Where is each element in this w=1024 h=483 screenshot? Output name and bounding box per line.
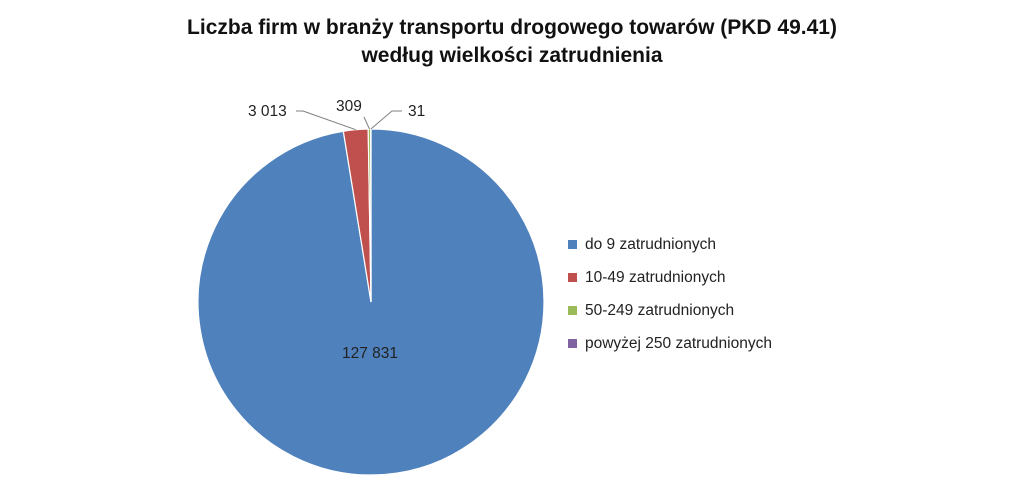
leader-line-3 [370, 110, 402, 130]
legend-item-1: 10-49 zatrudnionych [568, 261, 772, 294]
legend-swatch-0 [568, 240, 577, 249]
leader-line-2 [363, 116, 370, 130]
legend-item-3: powyżej 250 zatrudnionych [568, 327, 772, 360]
data-label-1: 3 013 [248, 103, 287, 120]
leader-lines [296, 110, 402, 131]
data-labels: 127 831 3 013 309 31 [248, 98, 425, 362]
data-label-3: 31 [408, 103, 425, 120]
legend-label-1: 10-49 zatrudnionych [585, 268, 726, 286]
legend-label-3: powyżej 250 zatrudnionych [585, 334, 772, 352]
legend-label-0: do 9 zatrudnionych [585, 235, 716, 253]
data-label-0: 127 831 [342, 345, 398, 362]
chart-title-line1: Liczba firm w branży transportu drogoweg… [187, 16, 837, 39]
legend-item-2: 50-249 zatrudnionych [568, 294, 772, 327]
chart-subtitle: według wielkości zatrudnienia [361, 44, 663, 67]
legend-swatch-2 [568, 306, 577, 315]
chart-title: Liczba firm w branży transportu drogoweg… [0, 14, 1024, 70]
data-label-2: 309 [336, 98, 362, 115]
legend: do 9 zatrudnionych 10-49 zatrudnionych 5… [568, 228, 772, 360]
legend-swatch-1 [568, 273, 577, 282]
legend-swatch-3 [568, 339, 577, 348]
leader-line-1 [296, 110, 356, 131]
legend-item-0: do 9 zatrudnionych [568, 228, 772, 261]
pie-slices [197, 128, 545, 476]
legend-label-2: 50-249 zatrudnionych [585, 301, 735, 319]
